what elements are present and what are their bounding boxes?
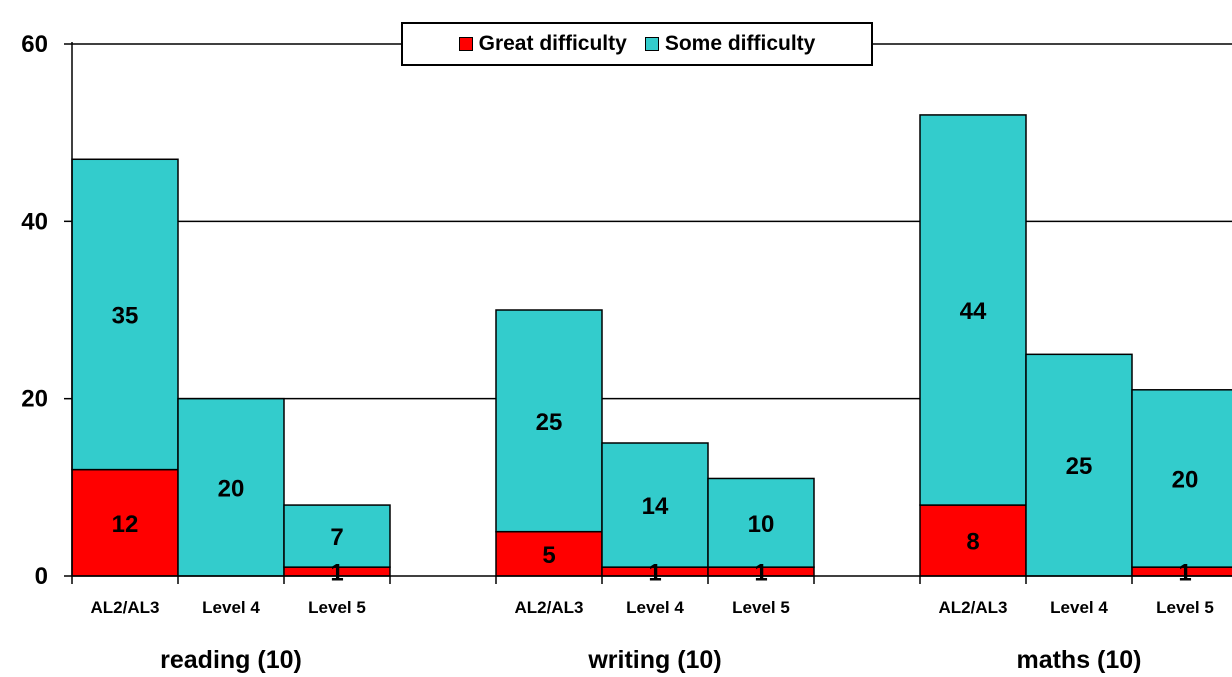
data-label: 14 — [642, 493, 669, 520]
x-category-label: Level 5 — [308, 598, 366, 617]
data-label: 10 — [748, 511, 775, 538]
axes-layer — [64, 42, 1232, 584]
x-category-label: AL2/AL3 — [515, 598, 584, 617]
bar-segment — [495, 309, 603, 533]
labels-layer: 0 20 40 60 12 35 AL2/AL3 20 Level 4 1 7 Level 5 read… — [21, 31, 1214, 674]
legend-label-great: Great difficulty — [478, 32, 627, 55]
x-group-label: reading (10) — [160, 646, 302, 674]
data-label: 35 — [112, 302, 139, 329]
y-tick-label: 60 — [21, 31, 48, 58]
x-category-label: Level 4 — [202, 598, 260, 617]
data-label: 1 — [1178, 560, 1191, 587]
bar-segment — [919, 114, 1027, 506]
data-label: 12 — [112, 511, 139, 538]
x-group-label: maths (10) — [1016, 646, 1141, 674]
legend-label-some: Some difficulty — [664, 32, 816, 55]
data-label: 20 — [1172, 466, 1199, 493]
x-category-label: Level 4 — [1050, 598, 1108, 617]
y-tick-label: 20 — [21, 386, 48, 413]
x-category-label: Level 5 — [732, 598, 790, 617]
bar-segment — [707, 477, 815, 568]
legend-swatch-some — [644, 37, 659, 51]
data-label: 5 — [542, 542, 555, 569]
x-category-label: Level 4 — [626, 598, 684, 617]
data-label: 44 — [960, 298, 987, 325]
legend-swatch-great — [458, 37, 473, 51]
legend-item-some: Some difficulty — [644, 32, 816, 56]
data-label: 1 — [330, 560, 343, 587]
data-label: 25 — [1066, 453, 1093, 480]
bar-segment — [601, 442, 709, 568]
data-label: 8 — [966, 529, 979, 556]
bar-segment — [71, 158, 179, 471]
gridlines — [72, 43, 1232, 400]
data-label: 1 — [648, 560, 661, 587]
bar-segment — [177, 397, 285, 577]
legend-item-great: Great difficulty — [458, 32, 627, 56]
data-label: 7 — [330, 524, 343, 551]
bars-layer — [71, 114, 1232, 577]
bar-segment — [1025, 353, 1133, 577]
data-label: 25 — [536, 409, 563, 436]
data-label: 1 — [754, 560, 767, 587]
bar-segment — [71, 468, 179, 577]
y-tick-label: 0 — [35, 563, 48, 590]
x-category-label: Level 5 — [1156, 598, 1214, 617]
x-category-label: AL2/AL3 — [939, 598, 1008, 617]
data-label: 20 — [218, 475, 245, 502]
bar-segment — [1131, 389, 1232, 568]
x-group-label: writing (10) — [587, 646, 721, 674]
legend: Great difficulty Some difficulty — [401, 22, 873, 66]
y-tick-label: 40 — [21, 208, 48, 235]
x-category-label: AL2/AL3 — [91, 598, 160, 617]
bar-segment — [283, 504, 391, 568]
